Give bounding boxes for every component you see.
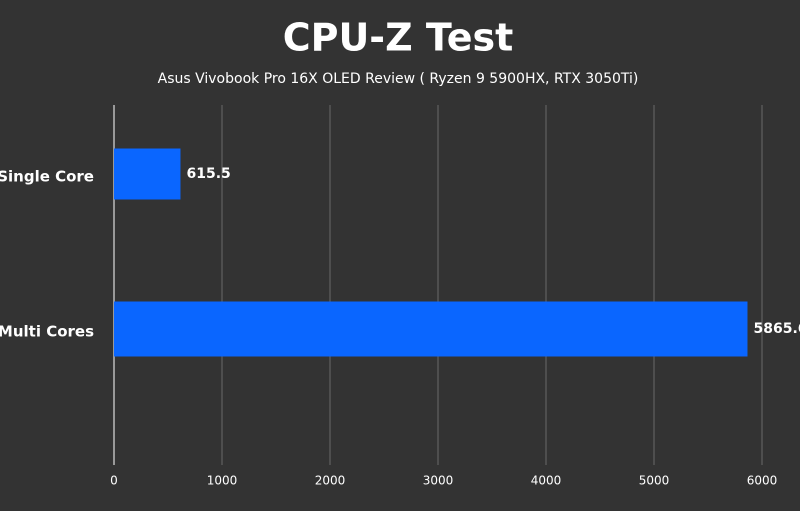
- bar: [114, 301, 748, 357]
- value-label: 5865.6: [753, 321, 800, 337]
- x-tick-label: 0: [110, 474, 118, 488]
- x-tick-label: 5000: [639, 474, 670, 488]
- x-tick-label: 1000: [207, 474, 238, 488]
- value-label: 615.5: [186, 166, 230, 182]
- y-tick-label: Single Core: [0, 168, 94, 186]
- chart-title: CPU-Z Test: [283, 16, 514, 60]
- x-tick-label: 6000: [747, 474, 778, 488]
- y-tick-label: Multi Cores: [0, 323, 94, 341]
- bar: [114, 148, 181, 200]
- chart-subtitle: Asus Vivobook Pro 16X OLED Review ( Ryze…: [158, 71, 639, 87]
- x-tick-label: 2000: [315, 474, 346, 488]
- x-tick-label: 3000: [423, 474, 454, 488]
- x-tick-label: 4000: [531, 474, 562, 488]
